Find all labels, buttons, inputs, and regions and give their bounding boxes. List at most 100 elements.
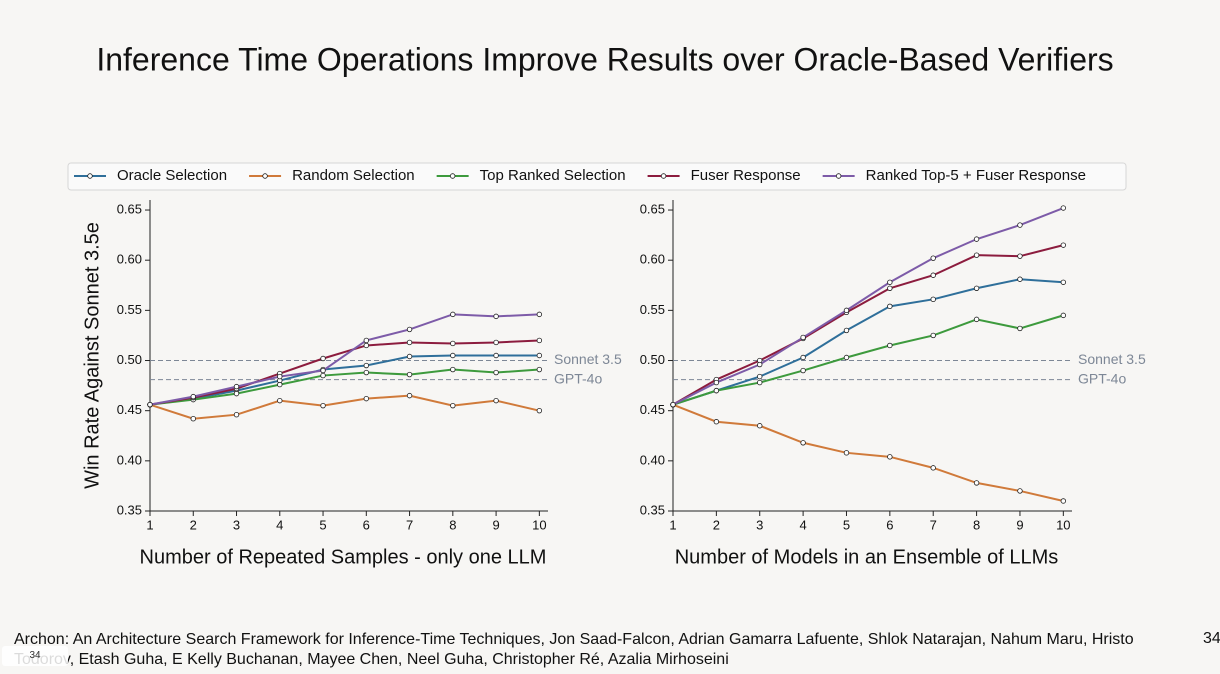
data-point <box>930 255 936 261</box>
y-axis-label: Win Rate Against Sonnet 3.5e <box>81 222 103 489</box>
x-tick-label: 9 <box>492 517 499 532</box>
data-point <box>406 392 413 399</box>
data-point <box>930 296 936 303</box>
y-tick-label: 0.40 <box>117 452 142 467</box>
data-point <box>190 416 196 422</box>
y-tick-label: 0.50 <box>117 352 142 367</box>
x-tick-label: 1 <box>146 517 153 532</box>
x-tick-label: 7 <box>930 517 937 532</box>
data-point <box>713 379 720 386</box>
data-point <box>450 311 456 318</box>
reference-label: GPT-4o <box>1078 370 1126 386</box>
data-point <box>1060 205 1067 211</box>
x-tick-label: 10 <box>532 517 546 532</box>
data-point <box>450 366 456 373</box>
x-axis-label: Number of Models in an Ensemble of LLMs <box>675 546 1059 568</box>
data-point <box>843 450 850 456</box>
y-tick-label: 0.55 <box>117 302 142 317</box>
data-point <box>757 361 763 368</box>
x-tick-label: 3 <box>756 517 763 532</box>
data-point <box>190 393 196 400</box>
x-tick-label: 4 <box>276 517 283 532</box>
x-tick-label: 7 <box>406 517 413 532</box>
legend-marker <box>87 173 93 179</box>
data-point <box>887 454 893 460</box>
data-point <box>363 369 370 376</box>
series-line <box>672 403 1064 502</box>
legend-label: Top Ranked Selection <box>480 167 626 184</box>
citation: Archon: An Architecture Search Framework… <box>14 631 1134 668</box>
data-point <box>493 397 499 404</box>
y-tick-label: 0.60 <box>640 252 665 267</box>
data-point <box>363 337 370 344</box>
legend-label: Oracle Selection <box>117 167 227 184</box>
x-tick-label: 5 <box>319 517 326 532</box>
x-tick-label: 3 <box>233 517 240 532</box>
data-point <box>493 313 499 320</box>
series-line <box>672 244 1064 406</box>
slide-nav[interactable]: 34 <box>2 646 68 666</box>
data-point <box>1060 312 1067 319</box>
data-point <box>320 367 326 374</box>
data-point <box>887 279 893 285</box>
series-line <box>672 278 1064 406</box>
data-point <box>800 354 806 361</box>
data-point <box>973 316 980 323</box>
series-line <box>672 314 1064 406</box>
data-point <box>406 326 413 333</box>
data-point <box>1017 276 1023 282</box>
data-point <box>843 327 850 334</box>
data-point <box>277 373 283 380</box>
x-tick-label: 10 <box>1056 517 1070 532</box>
series-line <box>672 207 1064 406</box>
x-tick-label: 5 <box>843 517 850 532</box>
data-point <box>363 362 370 369</box>
y-tick-label: 0.45 <box>117 402 142 417</box>
data-point <box>406 353 413 360</box>
data-point <box>320 372 326 379</box>
y-tick-label: 0.60 <box>117 252 142 267</box>
y-tick-label: 0.55 <box>640 302 665 317</box>
data-point <box>450 340 456 347</box>
data-point <box>800 334 806 341</box>
x-tick-label: 8 <box>449 517 456 532</box>
data-point <box>670 401 676 408</box>
data-point <box>973 480 980 486</box>
x-tick-label: 2 <box>190 517 197 532</box>
y-tick-label: 0.65 <box>640 201 665 216</box>
data-point <box>536 352 543 359</box>
data-point <box>320 402 326 409</box>
x-tick-label: 6 <box>886 517 893 532</box>
slide-title: Inference Time Operations Improve Result… <box>96 41 1113 77</box>
reference-label: Sonnet 3.5 <box>1078 351 1146 367</box>
legend-label: Fuser Response <box>691 167 801 184</box>
data-point <box>1017 222 1023 228</box>
series-line <box>149 313 540 406</box>
series-line <box>149 394 540 420</box>
data-point <box>930 272 936 278</box>
data-point <box>1060 279 1067 285</box>
data-point <box>493 352 499 359</box>
y-tick-label: 0.35 <box>640 502 665 517</box>
y-tick-label: 0.45 <box>640 402 665 417</box>
data-point <box>757 423 763 429</box>
data-point <box>713 387 720 394</box>
data-point <box>1060 242 1067 248</box>
data-point <box>277 397 283 404</box>
data-point <box>973 252 980 258</box>
legend-label: Random Selection <box>292 167 415 184</box>
x-tick-label: 8 <box>973 517 980 532</box>
y-tick-label: 0.50 <box>640 352 665 367</box>
reference-label: Sonnet 3.5 <box>554 351 622 367</box>
data-point <box>930 465 936 471</box>
data-point <box>800 367 806 374</box>
data-point <box>536 366 543 373</box>
data-point <box>887 303 893 310</box>
legend-marker <box>835 173 842 179</box>
data-point <box>277 381 283 388</box>
data-point <box>757 379 763 386</box>
y-tick-label: 0.35 <box>117 502 142 517</box>
data-point <box>493 369 499 376</box>
